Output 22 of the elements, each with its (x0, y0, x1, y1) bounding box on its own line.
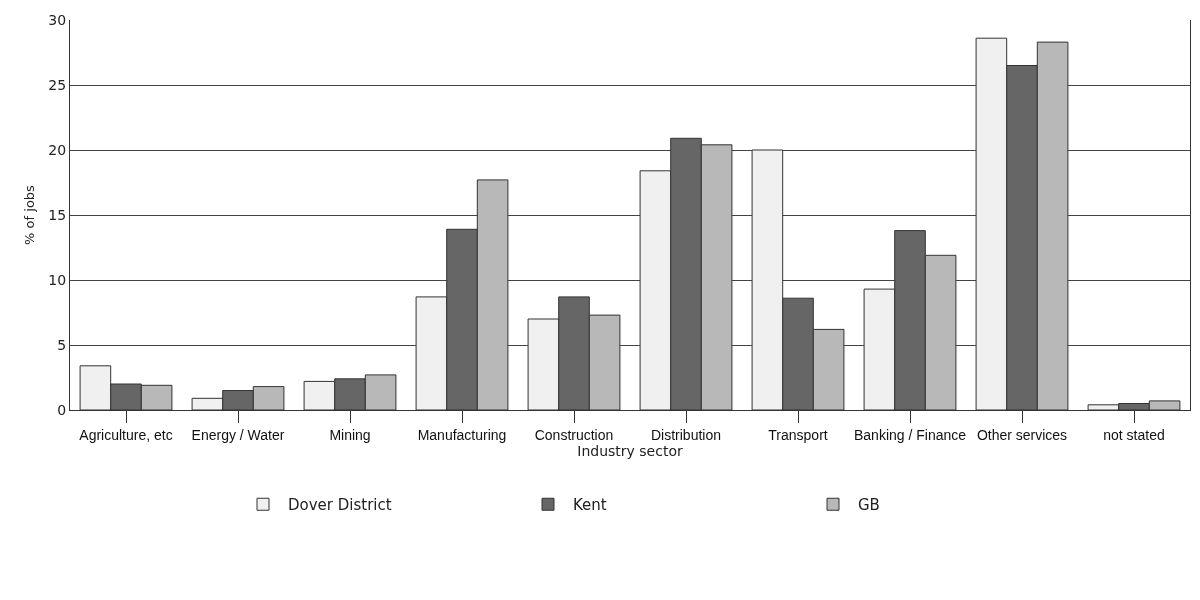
x-tick-label: Agriculture, etc (79, 426, 173, 443)
x-tick-label: Transport (768, 426, 828, 443)
y-tick-label: 15 (48, 206, 67, 223)
y-tick-label: 0 (57, 401, 67, 418)
legend-label: Kent (573, 496, 607, 515)
y-tick-label: 30 (48, 11, 67, 28)
x-tick-label: Energy / Water (191, 426, 285, 443)
legend-label: Dover District (288, 496, 392, 515)
x-tick-label: Other services (976, 426, 1068, 443)
x-axis-title: Industry sector (577, 442, 683, 459)
y-tick-label: 5 (57, 336, 67, 353)
x-tick-label: Banking / Finance (853, 426, 967, 443)
x-tick-label: not stated (1103, 426, 1165, 443)
x-tick-label: Construction (534, 426, 614, 443)
y-tick-label: 25 (48, 76, 67, 93)
y-tick-label: 10 (48, 271, 67, 288)
y-tick-label: 20 (48, 141, 67, 158)
x-tick-label: Manufacturing (417, 426, 507, 443)
y-axis-title: % of jobs (22, 184, 37, 245)
legend-label: GB (858, 496, 880, 515)
x-tick-label: Distribution (650, 426, 722, 443)
x-tick-label: Mining (329, 426, 371, 443)
